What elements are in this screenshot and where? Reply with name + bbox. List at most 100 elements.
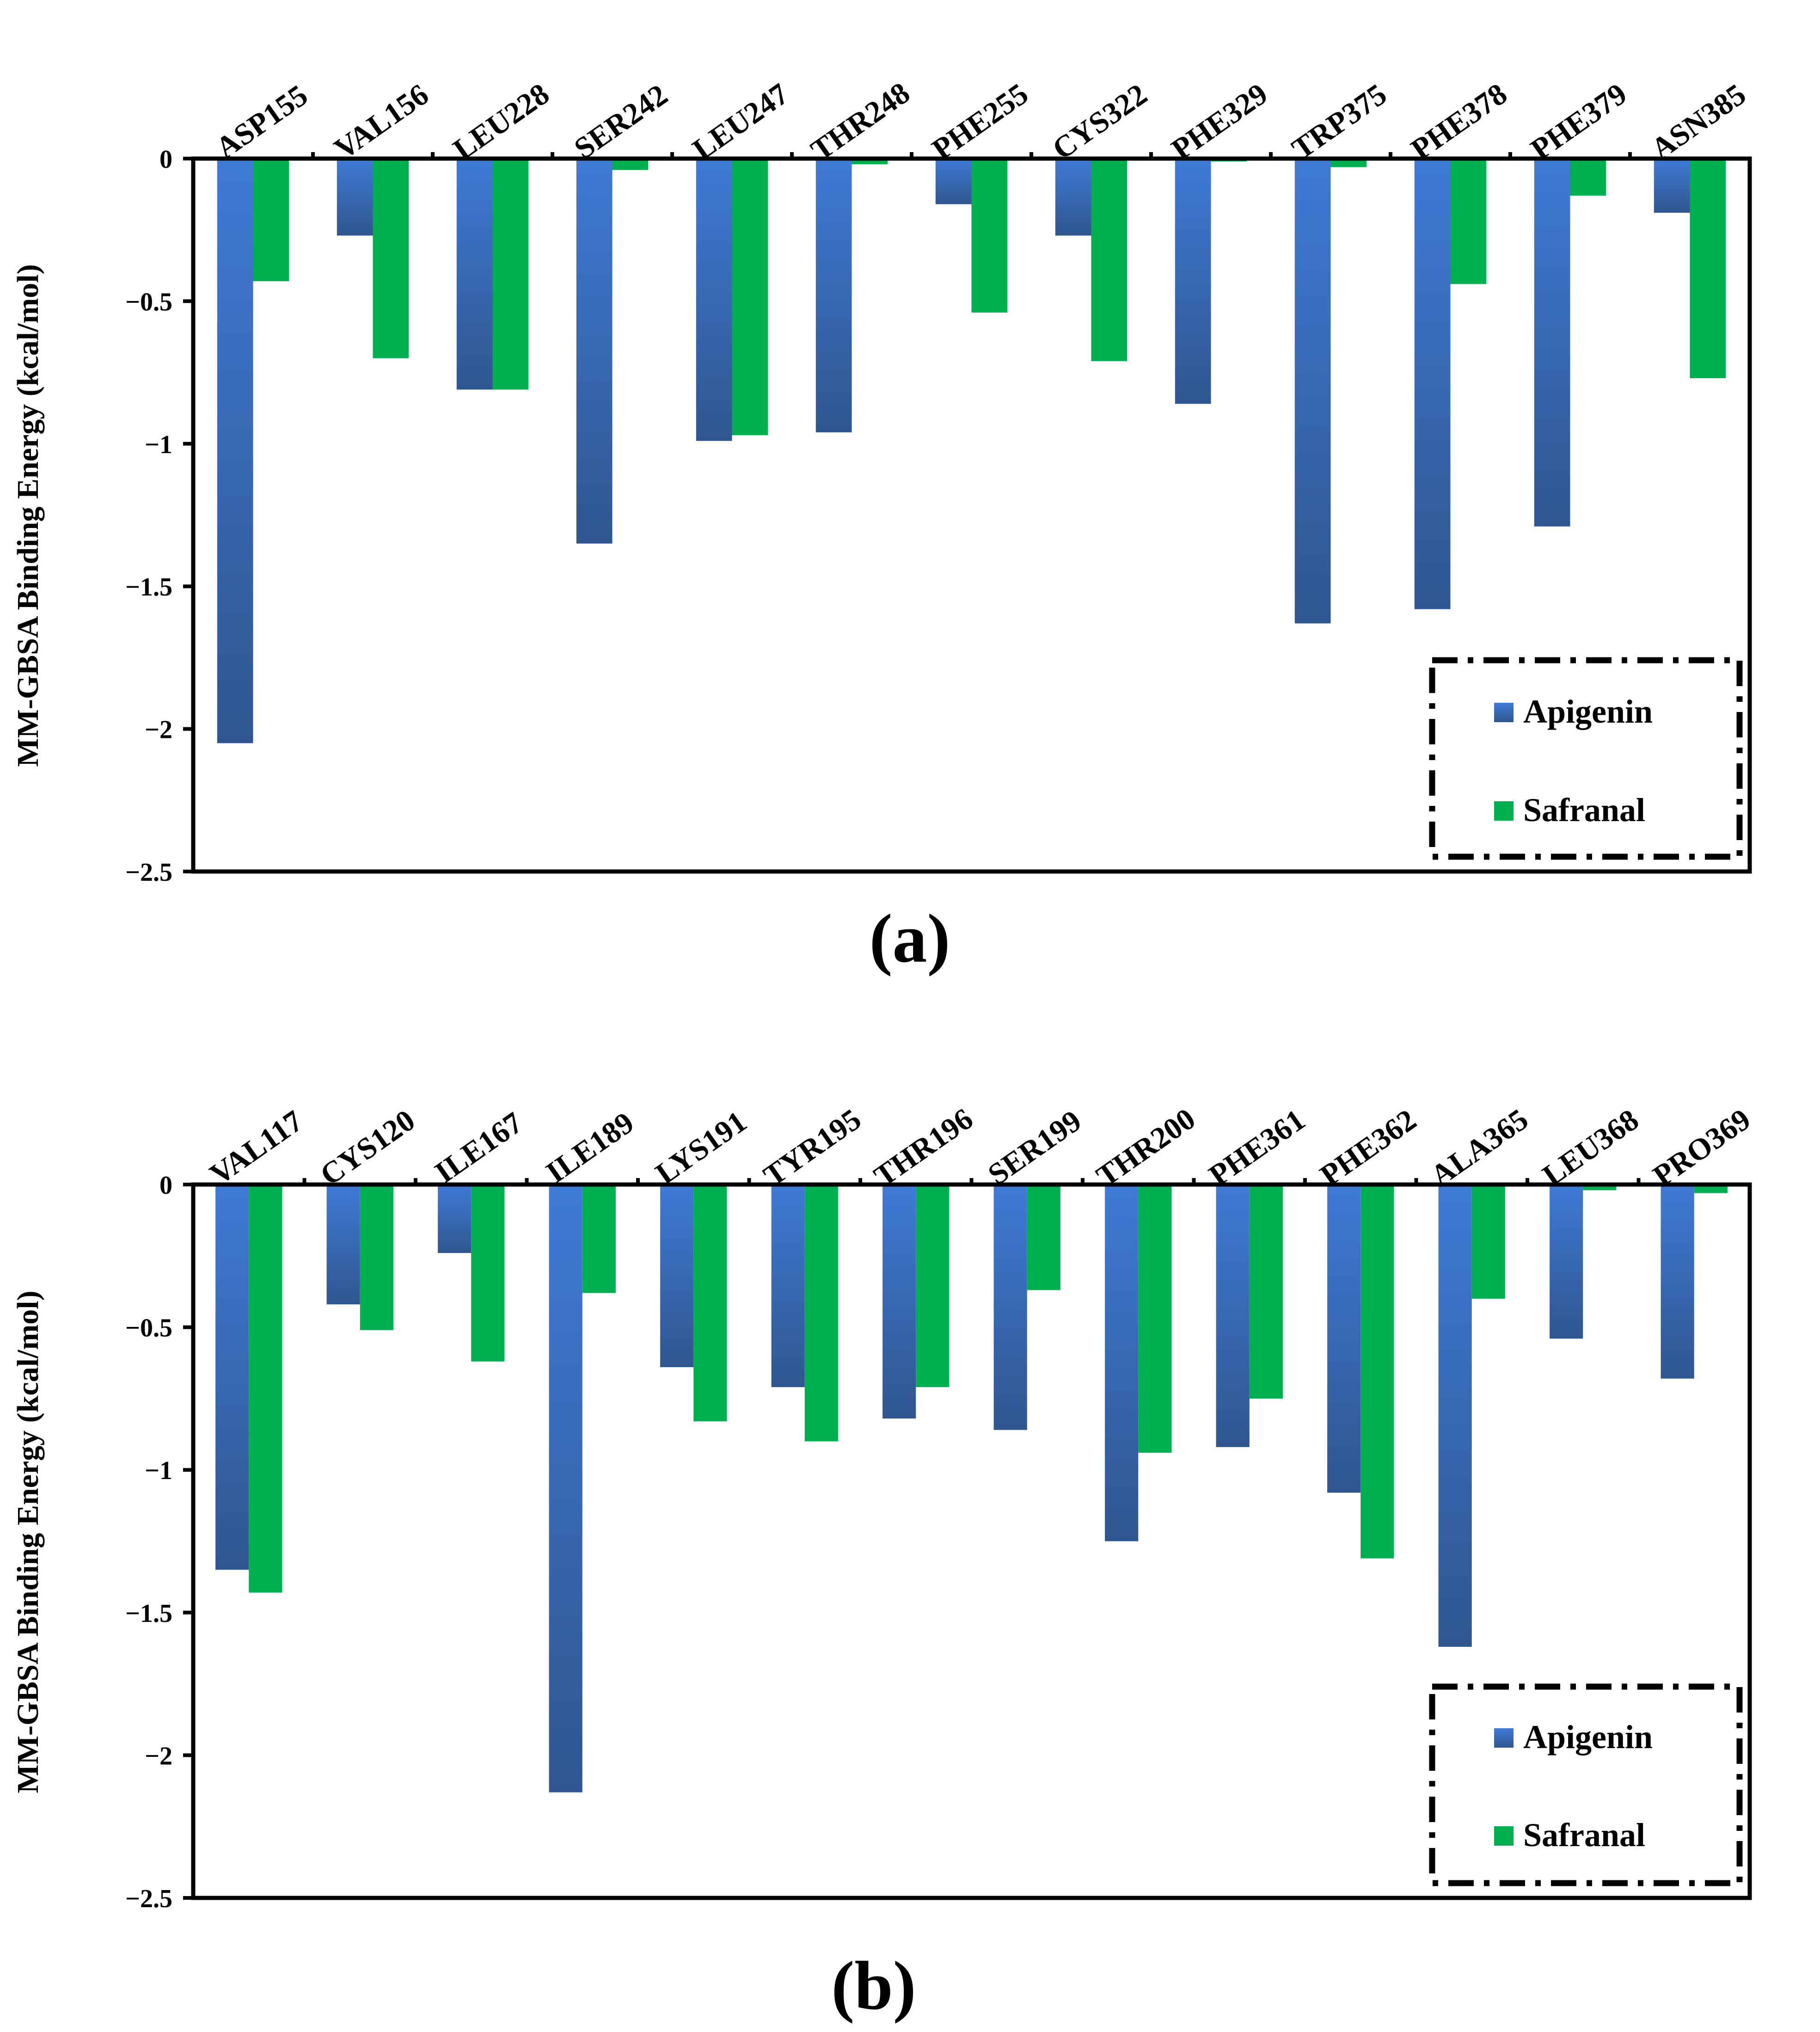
bar-safranal-phe255 bbox=[971, 159, 1008, 313]
bar-apigenin-lys191 bbox=[660, 1185, 694, 1368]
bar-safranal-phe362 bbox=[1360, 1185, 1394, 1559]
bar-safranal-lys191 bbox=[693, 1185, 727, 1422]
category-label: ILE189 bbox=[540, 1105, 640, 1190]
category-label: SER199 bbox=[982, 1104, 1087, 1191]
category-label: THR248 bbox=[805, 76, 916, 168]
y-tick-label: 0 bbox=[159, 145, 172, 174]
category-label: PHE379 bbox=[1525, 77, 1633, 166]
bar-apigenin-cys120 bbox=[326, 1185, 360, 1305]
bar-safranal-cys322 bbox=[1091, 159, 1128, 361]
plot-area: 0 −0.5 −1 −1.5 −2 −2.5 VAL117 CYS120 ILE167 ILE18… bbox=[125, 1102, 1757, 1913]
legend-swatch-safranal bbox=[1494, 801, 1514, 821]
bar-apigenin-phe361 bbox=[1216, 1185, 1250, 1447]
bar-apigenin-leu368 bbox=[1550, 1185, 1583, 1339]
bar-safranal-phe361 bbox=[1249, 1185, 1283, 1399]
bar-safranal-phe379 bbox=[1570, 159, 1606, 196]
bar-safranal-phe378 bbox=[1450, 159, 1487, 284]
bar-apigenin-trp375 bbox=[1294, 159, 1331, 624]
bar-safranal-thr200 bbox=[1138, 1185, 1172, 1453]
bar-apigenin-cys322 bbox=[1055, 159, 1091, 236]
bar-apigenin-leu247 bbox=[696, 159, 732, 441]
category-label: TYR195 bbox=[758, 1102, 867, 1193]
bar-apigenin-ser199 bbox=[993, 1185, 1027, 1430]
bar-apigenin-ile167 bbox=[438, 1185, 472, 1253]
y-tick-label: −2.5 bbox=[125, 1885, 172, 1913]
bar-safranal-leu247 bbox=[732, 159, 768, 436]
legend: Apigenin Safranal bbox=[1429, 1683, 1743, 1886]
panel-label: (b) bbox=[831, 1947, 916, 2024]
bar-apigenin-tyr195 bbox=[771, 1185, 805, 1387]
panel-label: (a) bbox=[870, 900, 950, 977]
bar-safranal-thr196 bbox=[916, 1185, 950, 1387]
legend-box bbox=[1429, 657, 1743, 860]
y-tick-label: −1 bbox=[145, 430, 172, 459]
bar-safranal-trp375 bbox=[1330, 159, 1367, 167]
category-label: ALA365 bbox=[1425, 1102, 1534, 1193]
bar-apigenin-asn385 bbox=[1654, 159, 1690, 213]
bar-apigenin-phe329 bbox=[1175, 159, 1211, 404]
y-tick-label: −0.5 bbox=[125, 1314, 172, 1343]
category-label: PHE361 bbox=[1203, 1103, 1311, 1192]
bar-safranal-val117 bbox=[249, 1185, 282, 1593]
bar-apigenin-pro369 bbox=[1661, 1185, 1694, 1379]
y-tick-label: −2 bbox=[145, 716, 172, 744]
bar-safranal-ser199 bbox=[1027, 1185, 1060, 1290]
plot-area: 0 −0.5 −1 −1.5 −2 −2.5 ASP155 VAL156 LEU228 SER24… bbox=[125, 76, 1752, 887]
category-label: PRO369 bbox=[1647, 1102, 1757, 1193]
legend-swatch-apigenin bbox=[1494, 1728, 1514, 1748]
category-label: PHE362 bbox=[1314, 1103, 1422, 1192]
category-label: ASN385 bbox=[1645, 77, 1752, 166]
y-tick-label: −2 bbox=[145, 1742, 172, 1770]
bar-safranal-asn385 bbox=[1690, 159, 1726, 378]
bar-safranal-val156 bbox=[373, 159, 409, 358]
legend-label-safranal: Safranal bbox=[1523, 1817, 1645, 1854]
bar-safranal-ile167 bbox=[471, 1185, 505, 1362]
category-label: LEU368 bbox=[1537, 1103, 1645, 1192]
legend-label-apigenin: Apigenin bbox=[1523, 693, 1653, 730]
category-label: THR200 bbox=[1091, 1102, 1201, 1194]
y-tick-label: 0 bbox=[159, 1171, 172, 1200]
legend-swatch-safranal bbox=[1494, 1826, 1514, 1846]
category-label: THR196 bbox=[868, 1102, 979, 1194]
bar-safranal-ala365 bbox=[1471, 1185, 1505, 1299]
legend-swatch-apigenin bbox=[1494, 703, 1514, 722]
bar-apigenin-ile189 bbox=[549, 1185, 582, 1793]
category-label: VAL117 bbox=[204, 1104, 309, 1192]
plot-frame bbox=[191, 1182, 1752, 1900]
category-label: VAL156 bbox=[328, 78, 435, 166]
category-label: PHE378 bbox=[1405, 77, 1513, 166]
category-label: TRP375 bbox=[1286, 77, 1393, 166]
category-label: CYS120 bbox=[314, 1103, 421, 1192]
bar-apigenin-ser242 bbox=[576, 159, 613, 544]
y-axis-label: MM-GBSA Binding Energy (kcal/mol) bbox=[11, 1290, 45, 1793]
bar-safranal-cys120 bbox=[360, 1185, 393, 1330]
bar-safranal-asp155 bbox=[253, 159, 289, 282]
bar-apigenin-thr248 bbox=[815, 159, 852, 433]
bar-apigenin-leu228 bbox=[456, 159, 493, 390]
bar-apigenin-phe379 bbox=[1534, 159, 1570, 527]
bar-apigenin-val117 bbox=[215, 1185, 249, 1570]
y-tick-label: −0.5 bbox=[125, 288, 172, 316]
bar-apigenin-thr196 bbox=[882, 1185, 916, 1419]
category-label: ILE167 bbox=[429, 1105, 529, 1190]
y-axis-label: MM-GBSA Binding Energy (kcal/mol) bbox=[11, 264, 45, 767]
y-tick-label: −2.5 bbox=[125, 858, 172, 887]
category-label: SER242 bbox=[568, 78, 674, 166]
bar-safranal-pro369 bbox=[1694, 1185, 1728, 1193]
bar-apigenin-phe362 bbox=[1327, 1185, 1361, 1493]
bar-apigenin-phe378 bbox=[1414, 159, 1451, 609]
category-label: ASP155 bbox=[210, 78, 314, 165]
category-label: PHE329 bbox=[1165, 77, 1274, 166]
bar-apigenin-phe255 bbox=[935, 159, 972, 204]
category-label: PHE255 bbox=[926, 77, 1034, 166]
bar-apigenin-val156 bbox=[337, 159, 373, 236]
legend-box bbox=[1429, 1683, 1743, 1886]
category-label: LEU247 bbox=[686, 77, 795, 166]
bar-safranal-leu228 bbox=[492, 159, 529, 390]
chart-panel-b: MM-GBSA Binding Energy (kcal/mol) 0 −0.5 −… bbox=[11, 1102, 1757, 2024]
legend: Apigenin Safranal bbox=[1429, 657, 1743, 860]
bar-apigenin-ala365 bbox=[1438, 1185, 1472, 1647]
category-label: LEU228 bbox=[447, 77, 555, 166]
legend-label-safranal: Safranal bbox=[1523, 792, 1645, 829]
